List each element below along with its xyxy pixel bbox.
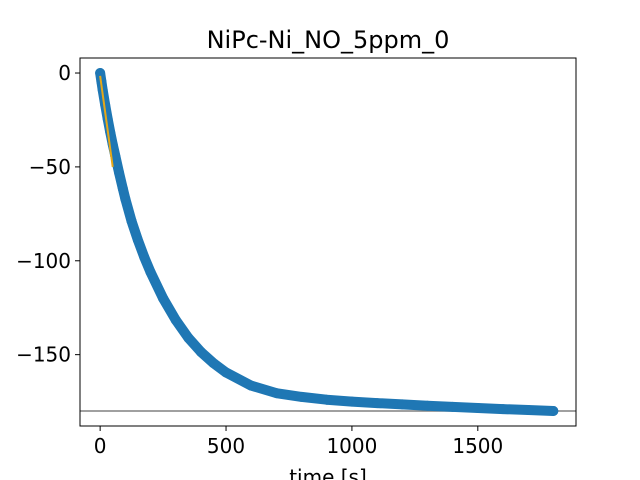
data-point: [170, 314, 181, 325]
y-axis: 0 −50 −100 −150: [16, 61, 80, 367]
data-point: [548, 405, 559, 416]
data-point: [95, 68, 106, 79]
data-point: [126, 216, 137, 227]
data-point: [132, 235, 143, 246]
y-tick-label: −150: [16, 343, 71, 367]
data-point: [114, 167, 125, 178]
data-point: [296, 391, 307, 402]
data-point: [271, 388, 282, 399]
x-tick-label: 500: [207, 434, 245, 458]
data-band: [95, 68, 559, 416]
data-point: [120, 193, 131, 204]
x-axis: 0 500 1000 1500: [94, 426, 503, 458]
chart-title: NiPc-Ni_NO_5ppm_0: [207, 26, 450, 54]
data-point: [139, 252, 150, 263]
x-tick-label: 1000: [326, 434, 377, 458]
data-point: [472, 402, 483, 413]
data-point: [397, 399, 408, 410]
data-point: [346, 396, 357, 407]
x-tick-label: 0: [94, 434, 107, 458]
plot-frame: [79, 57, 577, 427]
data-point: [145, 267, 156, 278]
fit-line: [99, 75, 114, 168]
x-axis-label: time [s]: [289, 465, 367, 480]
data-point: [208, 358, 219, 369]
data-point: [158, 293, 169, 304]
data-point: [321, 394, 332, 405]
data-point: [246, 380, 257, 391]
data-point: [372, 398, 383, 409]
x-tick-label: 1500: [452, 434, 503, 458]
data-point: [497, 404, 508, 415]
data-point: [221, 367, 232, 378]
data-point: [100, 99, 111, 110]
data-point: [117, 183, 128, 194]
y-tick-label: 0: [58, 61, 71, 85]
plot-marks: [80, 68, 576, 416]
data-point: [102, 114, 113, 125]
data-point: [523, 405, 534, 416]
data-point: [422, 400, 433, 411]
data-point: [447, 401, 458, 412]
data-point: [110, 150, 121, 161]
data-point: [183, 332, 194, 343]
y-tick-label: −50: [29, 155, 71, 179]
y-tick-label: −100: [16, 249, 71, 273]
data-point: [195, 346, 206, 357]
